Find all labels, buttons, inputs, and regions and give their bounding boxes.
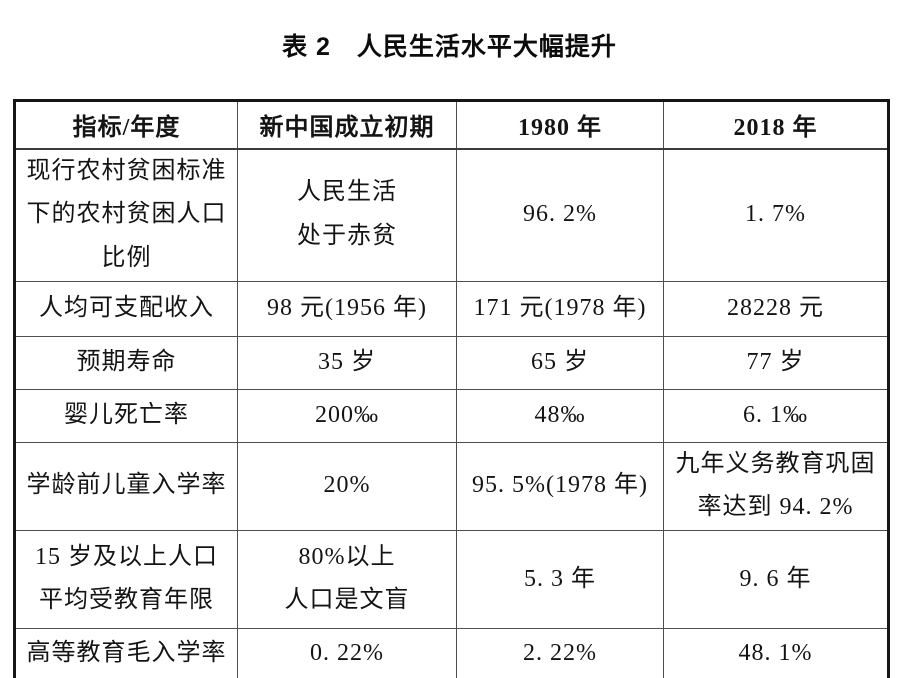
indicator-cell: 婴儿死亡率	[14, 388, 238, 443]
value-cell-early: 98 元(1956 年)	[237, 280, 457, 337]
header-2018: 2018 年	[663, 100, 889, 150]
value-cell-early: 35 岁	[237, 335, 457, 390]
indicator-cell: 预期寿命	[14, 335, 238, 390]
value-cell-early: 20%	[237, 441, 457, 531]
value-cell-2018: 48. 1%	[663, 627, 889, 678]
row-disposable-income: 人均可支配收入 98 元(1956 年) 171 元(1978 年) 28228…	[14, 280, 889, 337]
row-preschool-enrollment: 学龄前儿童入学率 20% 95. 5%(1978 年) 九年义务教育巩固 率达到…	[14, 441, 889, 531]
table-header-row: 指标/年度 新中国成立初期 1980 年 2018 年	[14, 100, 889, 150]
row-higher-education-enrollment: 高等教育毛入学率 0. 22% 2. 22% 48. 1%	[14, 627, 889, 678]
value-cell-1980: 96. 2%	[456, 148, 664, 282]
value-cell-early: 80%以上 人口是文盲	[237, 529, 457, 629]
header-1980: 1980 年	[456, 100, 664, 150]
row-rural-poverty-ratio: 现行农村贫困标准 下的农村贫困人口 比例 人民生活 处于赤贫 96. 2% 1.…	[14, 148, 889, 282]
header-early-prc: 新中国成立初期	[237, 100, 457, 150]
value-cell-2018: 1. 7%	[663, 148, 889, 282]
document-page: 表 2 人民生活水平大幅提升 指标/年度 新中国成立初期 1980 年 2018…	[0, 27, 899, 678]
value-cell-1980: 5. 3 年	[456, 529, 664, 629]
indicator-cell: 15 岁及以上人口 平均受教育年限	[14, 529, 238, 629]
row-average-education-years: 15 岁及以上人口 平均受教育年限 80%以上 人口是文盲 5. 3 年 9. …	[14, 529, 889, 629]
row-infant-mortality: 婴儿死亡率 200‰ 48‰ 6. 1‰	[14, 388, 889, 443]
value-cell-1980: 65 岁	[456, 335, 664, 390]
value-cell-2018: 28228 元	[663, 280, 889, 337]
value-cell-2018: 6. 1‰	[663, 388, 889, 443]
value-cell-1980: 2. 22%	[456, 627, 664, 678]
value-cell-2018: 九年义务教育巩固 率达到 94. 2%	[663, 441, 889, 531]
value-cell-1980: 48‰	[456, 388, 664, 443]
table-title: 表 2 人民生活水平大幅提升	[282, 33, 617, 61]
header-indicator-year: 指标/年度	[14, 100, 238, 150]
value-cell-early: 200‰	[237, 388, 457, 443]
living-standards-table: 指标/年度 新中国成立初期 1980 年 2018 年 现行农村贫困标准 下的农…	[13, 99, 890, 678]
value-cell-2018: 9. 6 年	[663, 529, 889, 629]
value-cell-1980: 95. 5%(1978 年)	[456, 441, 664, 531]
indicator-cell: 学龄前儿童入学率	[14, 441, 238, 531]
indicator-cell: 现行农村贫困标准 下的农村贫困人口 比例	[14, 148, 238, 282]
indicator-cell: 人均可支配收入	[14, 280, 238, 337]
value-cell-2018: 77 岁	[663, 335, 889, 390]
row-life-expectancy: 预期寿命 35 岁 65 岁 77 岁	[14, 335, 889, 390]
value-cell-early: 人民生活 处于赤贫	[237, 148, 457, 282]
indicator-cell: 高等教育毛入学率	[14, 627, 238, 678]
value-cell-early: 0. 22%	[237, 627, 457, 678]
value-cell-1980: 171 元(1978 年)	[456, 280, 664, 337]
